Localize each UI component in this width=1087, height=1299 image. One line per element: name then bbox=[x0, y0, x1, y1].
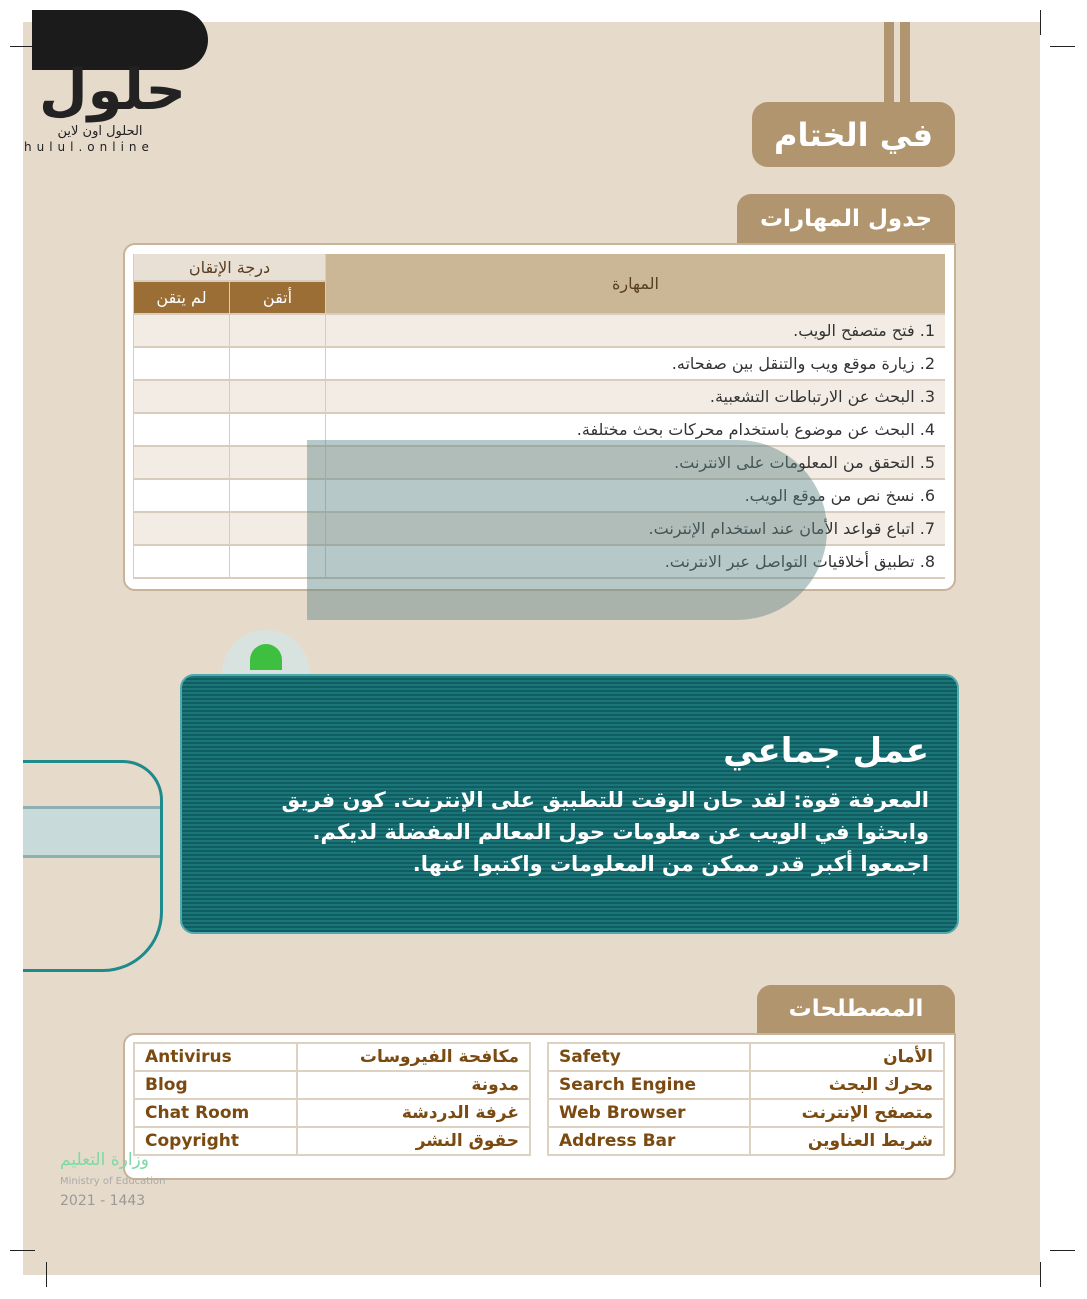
logo-text: حلول bbox=[39, 58, 186, 123]
cable bbox=[23, 760, 163, 972]
hanging-wire bbox=[884, 22, 910, 102]
skill-text: 2. زيارة موقع ويب والتنقل بين صفحاته. bbox=[325, 347, 945, 381]
mastered-cell[interactable] bbox=[229, 413, 326, 447]
col-not-mastered-header: لم يتقن bbox=[133, 281, 230, 315]
skills-title: جدول المهارات bbox=[759, 205, 933, 232]
watermark bbox=[307, 440, 827, 620]
term-en: Search Engine bbox=[547, 1070, 751, 1100]
term-row: غرفة الدردشة Chat Room bbox=[133, 1098, 532, 1128]
section-title-tab: في الختام bbox=[752, 102, 955, 167]
mastered-cell[interactable] bbox=[229, 380, 326, 414]
col-mastered-header: أتقن bbox=[229, 281, 326, 315]
not-mastered-cell[interactable] bbox=[133, 380, 230, 414]
term-ar: الأمان bbox=[748, 1042, 946, 1072]
term-row: شريط العناوين Address Bar bbox=[547, 1126, 946, 1156]
group-work-panel: عمل جماعي المعرفة قوة: لقد حان الوقت للت… bbox=[180, 674, 959, 934]
not-mastered-cell[interactable] bbox=[133, 314, 230, 348]
not-mastered-cell[interactable] bbox=[133, 347, 230, 381]
term-ar: مكافحة الفيروسات bbox=[295, 1042, 532, 1072]
term-ar: حقوق النشر bbox=[295, 1126, 532, 1156]
not-mastered-cell[interactable] bbox=[133, 446, 230, 480]
term-en: Blog bbox=[133, 1070, 298, 1100]
terms-table-left: مكافحة الفيروسات Antivirus مدونة Blog غرفة ا… bbox=[133, 1042, 532, 1156]
term-row: الأمان Safety bbox=[547, 1042, 946, 1072]
term-ar: شريط العناوين bbox=[748, 1126, 946, 1156]
col-skill-header: المهارة bbox=[325, 254, 945, 315]
term-ar: غرفة الدردشة bbox=[295, 1098, 532, 1128]
col-mastery-header: درجة الإتقان bbox=[133, 254, 326, 282]
skill-text: 1. فتح متصفح الويب. bbox=[325, 314, 945, 348]
skill-row: 5. التحقق من المعلومات على الانترنت. bbox=[133, 446, 945, 480]
terms-title-tab: المصطلحات bbox=[757, 985, 955, 1033]
group-work-title: عمل جماعي bbox=[723, 731, 929, 771]
term-en: Address Bar bbox=[547, 1126, 751, 1156]
term-en: Copyright bbox=[133, 1126, 298, 1156]
year: 2021 - 1443 bbox=[60, 1193, 146, 1209]
skill-row: 2. زيارة موقع ويب والتنقل بين صفحاته. bbox=[133, 347, 945, 381]
not-mastered-cell[interactable] bbox=[133, 479, 230, 513]
logo: حلول الحلول اون لاين hulul.online bbox=[20, 8, 210, 158]
term-ar: متصفح الإنترنت bbox=[748, 1098, 946, 1128]
mastered-cell[interactable] bbox=[229, 512, 326, 546]
skill-row: 6. نسخ نص من موقع الويب. bbox=[133, 479, 945, 513]
skill-text: 7. اتباع قواعد الأمان عند استخدام الإنتر… bbox=[325, 512, 945, 546]
section-title: في الختام bbox=[773, 115, 934, 154]
green-light-icon bbox=[250, 644, 282, 670]
skill-row: 1. فتح متصفح الويب. bbox=[133, 314, 945, 348]
skill-text: 8. تطبيق أخلاقيات التواصل عبر الانترنت. bbox=[325, 545, 945, 579]
skills-table: المهارة درجة الإتقان أتقن لم يتقن 1. فتح… bbox=[133, 254, 945, 579]
terms-table-right: الأمان Safety محرك البحث Search Engine متصفح… bbox=[547, 1042, 946, 1156]
terms-title: المصطلحات bbox=[788, 996, 924, 1022]
group-work-text: المعرفة قوة: لقد حان الوقت للتطبيق على ا… bbox=[281, 788, 929, 876]
not-mastered-cell[interactable] bbox=[133, 413, 230, 447]
mastered-cell[interactable] bbox=[229, 545, 326, 579]
skill-row: 3. البحث عن الارتباطات التشعبية. bbox=[133, 380, 945, 414]
skill-row: 8. تطبيق أخلاقيات التواصل عبر الانترنت. bbox=[133, 545, 945, 579]
term-en: Chat Room bbox=[133, 1098, 298, 1128]
term-row: مكافحة الفيروسات Antivirus bbox=[133, 1042, 532, 1072]
ministry-name-en: Ministry of Education bbox=[60, 1176, 166, 1187]
not-mastered-cell[interactable] bbox=[133, 545, 230, 579]
term-row: محرك البحث Search Engine bbox=[547, 1070, 946, 1100]
skill-text: 4. البحث عن موضوع باستخدام محركات بحث مخ… bbox=[325, 413, 945, 447]
term-row: مدونة Blog bbox=[133, 1070, 532, 1100]
logo-url: hulul.online bbox=[24, 140, 154, 154]
mastered-cell[interactable] bbox=[229, 446, 326, 480]
term-en: Safety bbox=[547, 1042, 751, 1072]
term-row: متصفح الإنترنت Web Browser bbox=[547, 1098, 946, 1128]
term-ar: مدونة bbox=[295, 1070, 532, 1100]
term-ar: محرك البحث bbox=[748, 1070, 946, 1100]
skill-row: 4. البحث عن موضوع باستخدام محركات بحث مخ… bbox=[133, 413, 945, 447]
not-mastered-cell[interactable] bbox=[133, 512, 230, 546]
skill-row: 7. اتباع قواعد الأمان عند استخدام الإنتر… bbox=[133, 512, 945, 546]
term-row: حقوق النشر Copyright bbox=[133, 1126, 532, 1156]
ministry-name-ar: وزارة التعليم bbox=[60, 1150, 149, 1170]
mastered-cell[interactable] bbox=[229, 479, 326, 513]
skills-title-tab: جدول المهارات bbox=[737, 194, 955, 243]
skill-text: 5. التحقق من المعلومات على الانترنت. bbox=[325, 446, 945, 480]
skill-text: 6. نسخ نص من موقع الويب. bbox=[325, 479, 945, 513]
mastered-cell[interactable] bbox=[229, 347, 326, 381]
logo-subtitle: الحلول اون لاين bbox=[57, 124, 143, 139]
term-en: Web Browser bbox=[547, 1098, 751, 1128]
mastered-cell[interactable] bbox=[229, 314, 326, 348]
skill-text: 3. البحث عن الارتباطات التشعبية. bbox=[325, 380, 945, 414]
term-en: Antivirus bbox=[133, 1042, 298, 1072]
